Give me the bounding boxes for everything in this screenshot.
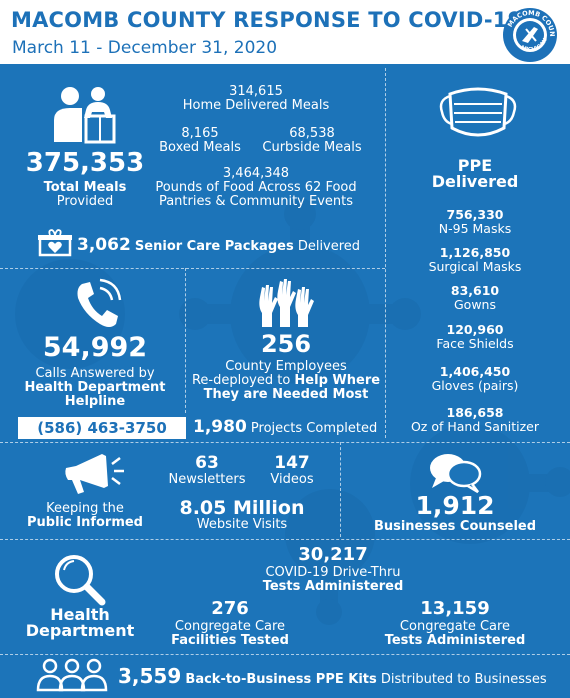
businesses-value: 1,912 (415, 491, 495, 520)
ppe-item-value: 756,330 (446, 207, 504, 222)
ppe-item-value: 1,406,450 (439, 364, 511, 379)
informed-label2: Public Informed (27, 515, 143, 530)
kits-label-rest: Distributed to Businesses (380, 672, 547, 687)
videos-value: 147 (274, 453, 310, 473)
ppe-item-value: 1,126,850 (439, 245, 511, 260)
ppe-item-label: Surgical Masks (428, 259, 522, 274)
pounds-food-label2: Pantries & Community Events (158, 194, 354, 209)
drive-thru-label1: COVID-19 Drive-Thru (265, 565, 401, 580)
ppe-item-label: Oz of Hand Sanitizer (410, 419, 540, 434)
face-mask-icon (439, 87, 517, 137)
kits-value: 3,559 (118, 664, 182, 688)
megaphone-icon (65, 454, 124, 494)
projects-label: Projects Completed (250, 421, 378, 436)
boxed-meals-value: 8,165 (181, 126, 219, 141)
helpline-value: 54,992 (42, 332, 148, 363)
header: MACOMB COUNTY RESPONSE TO COVID-19 March… (0, 0, 570, 64)
drive-thru-label2: Tests Administered (262, 579, 404, 594)
divider (340, 442, 341, 537)
helpline-label2: Health Department (24, 380, 166, 395)
page-subtitle: March 11 - December 31, 2020 (12, 38, 278, 58)
gift-box-heart-icon (38, 229, 72, 257)
videos-label: Videos (270, 472, 314, 487)
ppe-item-value: 83,610 (450, 283, 500, 298)
total-meals-label: Total Meals (43, 180, 127, 195)
newsletters-label: Newsletters (168, 472, 246, 487)
employees-value: 256 (260, 330, 312, 358)
ppe-item-label: Gowns (454, 297, 496, 312)
kits-label-bold: Back-to-Business PPE Kits (185, 672, 377, 687)
total-meals-value: 375,353 (25, 148, 145, 178)
home-delivered-label: Home Delivered Meals (182, 98, 330, 113)
congregate-tests-label1: Congregate Care (399, 619, 511, 634)
newsletters-value: 63 (195, 453, 219, 473)
divider (0, 539, 570, 540)
pounds-food-value: 3,464,348 (222, 166, 290, 181)
senior-care-value: 3,062 (77, 235, 131, 255)
senior-care-label-bold: Senior Care Packages (134, 239, 294, 254)
businesses-label: Businesses Counseled (373, 519, 537, 534)
ppe-title2: Delivered (431, 172, 519, 191)
group-people-icon (36, 658, 108, 692)
phone-icon (77, 278, 122, 327)
stats-panel: 314,615 Home Delivered Meals 8,165 Boxed… (0, 64, 570, 698)
senior-care-row: 3,062 Senior Care Packages Delivered (77, 235, 360, 255)
employees-label2-bold: Help Where (294, 373, 381, 388)
pounds-food-label1: Pounds of Food Across 62 Food (155, 180, 357, 195)
divider (0, 442, 570, 443)
kits-row: 3,559 Back-to-Business PPE Kits Distribu… (118, 664, 547, 688)
divider (0, 268, 385, 269)
raised-hands-icon (259, 279, 314, 327)
ppe-item-label: N-95 Masks (438, 221, 512, 236)
boxed-meals-label: Boxed Meals (159, 140, 241, 155)
congregate-tests-value: 13,159 (420, 598, 490, 619)
employees-label1: County Employees (225, 359, 347, 374)
employees-label2: Re-deployed to Help Where (186, 373, 386, 388)
total-meals-label2: Provided (56, 194, 114, 209)
page-title: MACOMB COUNTY RESPONSE TO COVID-19 (11, 8, 523, 32)
speech-bubbles-icon (430, 454, 482, 494)
projects-row: 1,980 Projects Completed (193, 417, 377, 437)
congregate-tests-label2: Tests Administered (384, 633, 526, 648)
magnifier-icon (55, 555, 106, 606)
drive-thru-value: 30,217 (298, 544, 368, 565)
curbside-meals-label: Curbside Meals (262, 140, 362, 155)
ppe-item-label: Gloves (pairs) (431, 378, 519, 393)
helpline-label1: Calls Answered by (35, 366, 155, 381)
facilities-label1: Congregate Care (174, 619, 286, 634)
projects-value: 1,980 (193, 417, 247, 437)
helpline-phone-number: (586) 463-3750 (18, 417, 186, 439)
informed-label1: Keeping the (46, 501, 124, 516)
health-dept-label2: Department (25, 621, 135, 640)
divider (185, 268, 186, 413)
county-seal-icon: MACOMB COUNTY MICHIGAN (502, 7, 557, 62)
senior-care-label-rest: Delivered (297, 239, 361, 254)
employees-label3: They are Needed Most (203, 387, 369, 402)
divider (385, 68, 386, 438)
home-delivered-value: 314,615 (229, 84, 283, 99)
ppe-item-value: 120,960 (446, 322, 504, 337)
website-visits-label: Website Visits (196, 517, 288, 532)
website-visits-value: 8.05 Million (179, 497, 305, 519)
employees-label2-pre: Re-deployed to (191, 373, 291, 388)
divider (0, 654, 570, 655)
facilities-label2: Facilities Tested (171, 633, 289, 648)
ppe-title: PPE (457, 156, 493, 175)
facilities-value: 276 (211, 598, 249, 619)
volunteer-people-icon (54, 87, 116, 144)
curbside-meals-value: 68,538 (289, 126, 335, 141)
ppe-item-value: 186,658 (446, 405, 504, 420)
helpline-label3: Helpline (64, 394, 126, 409)
health-dept-label1: Health (50, 605, 110, 624)
ppe-item-label: Face Shields (436, 336, 514, 351)
